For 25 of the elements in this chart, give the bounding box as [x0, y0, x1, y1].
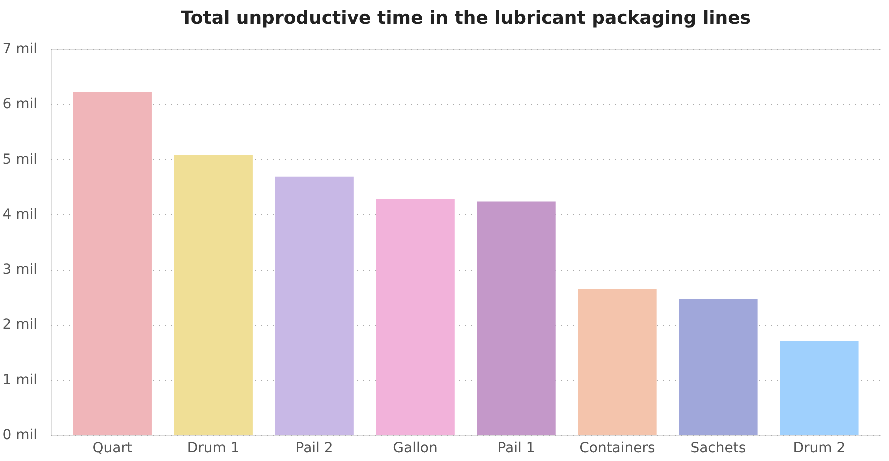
- x-tick-label: Drum 2: [793, 440, 846, 456]
- bar: [376, 198, 455, 435]
- y-tick-label: 6 mil: [2, 96, 38, 113]
- y-tick-label: 0 mil: [2, 428, 38, 444]
- bar: [578, 289, 657, 435]
- y-tick-label: 2 mil: [2, 317, 38, 334]
- x-tick-label: Gallon: [393, 440, 438, 456]
- bar: [275, 176, 354, 435]
- x-tick-label: Containers: [580, 440, 656, 456]
- bar: [477, 202, 556, 435]
- bar: [780, 341, 859, 435]
- y-tick-label: 1 mil: [2, 372, 38, 388]
- bar: [73, 92, 152, 435]
- x-tick-label: Sachets: [690, 440, 746, 456]
- chart-title: Total unproductive time in the lubricant packaging lines: [180, 8, 752, 29]
- x-tick-label: Quart: [92, 440, 133, 456]
- bar: [679, 299, 758, 435]
- y-tick-label: 3 mil: [2, 262, 38, 278]
- x-tick-label: Pail 2: [296, 440, 334, 456]
- y-tick-label: 7 mil: [2, 42, 38, 58]
- x-tick-label: Pail 1: [498, 440, 536, 456]
- bar: [174, 155, 253, 435]
- y-tick-label: 5 mil: [2, 152, 38, 168]
- x-tick-label: Drum 1: [187, 440, 240, 456]
- y-tick-label: 4 mil: [2, 206, 38, 223]
